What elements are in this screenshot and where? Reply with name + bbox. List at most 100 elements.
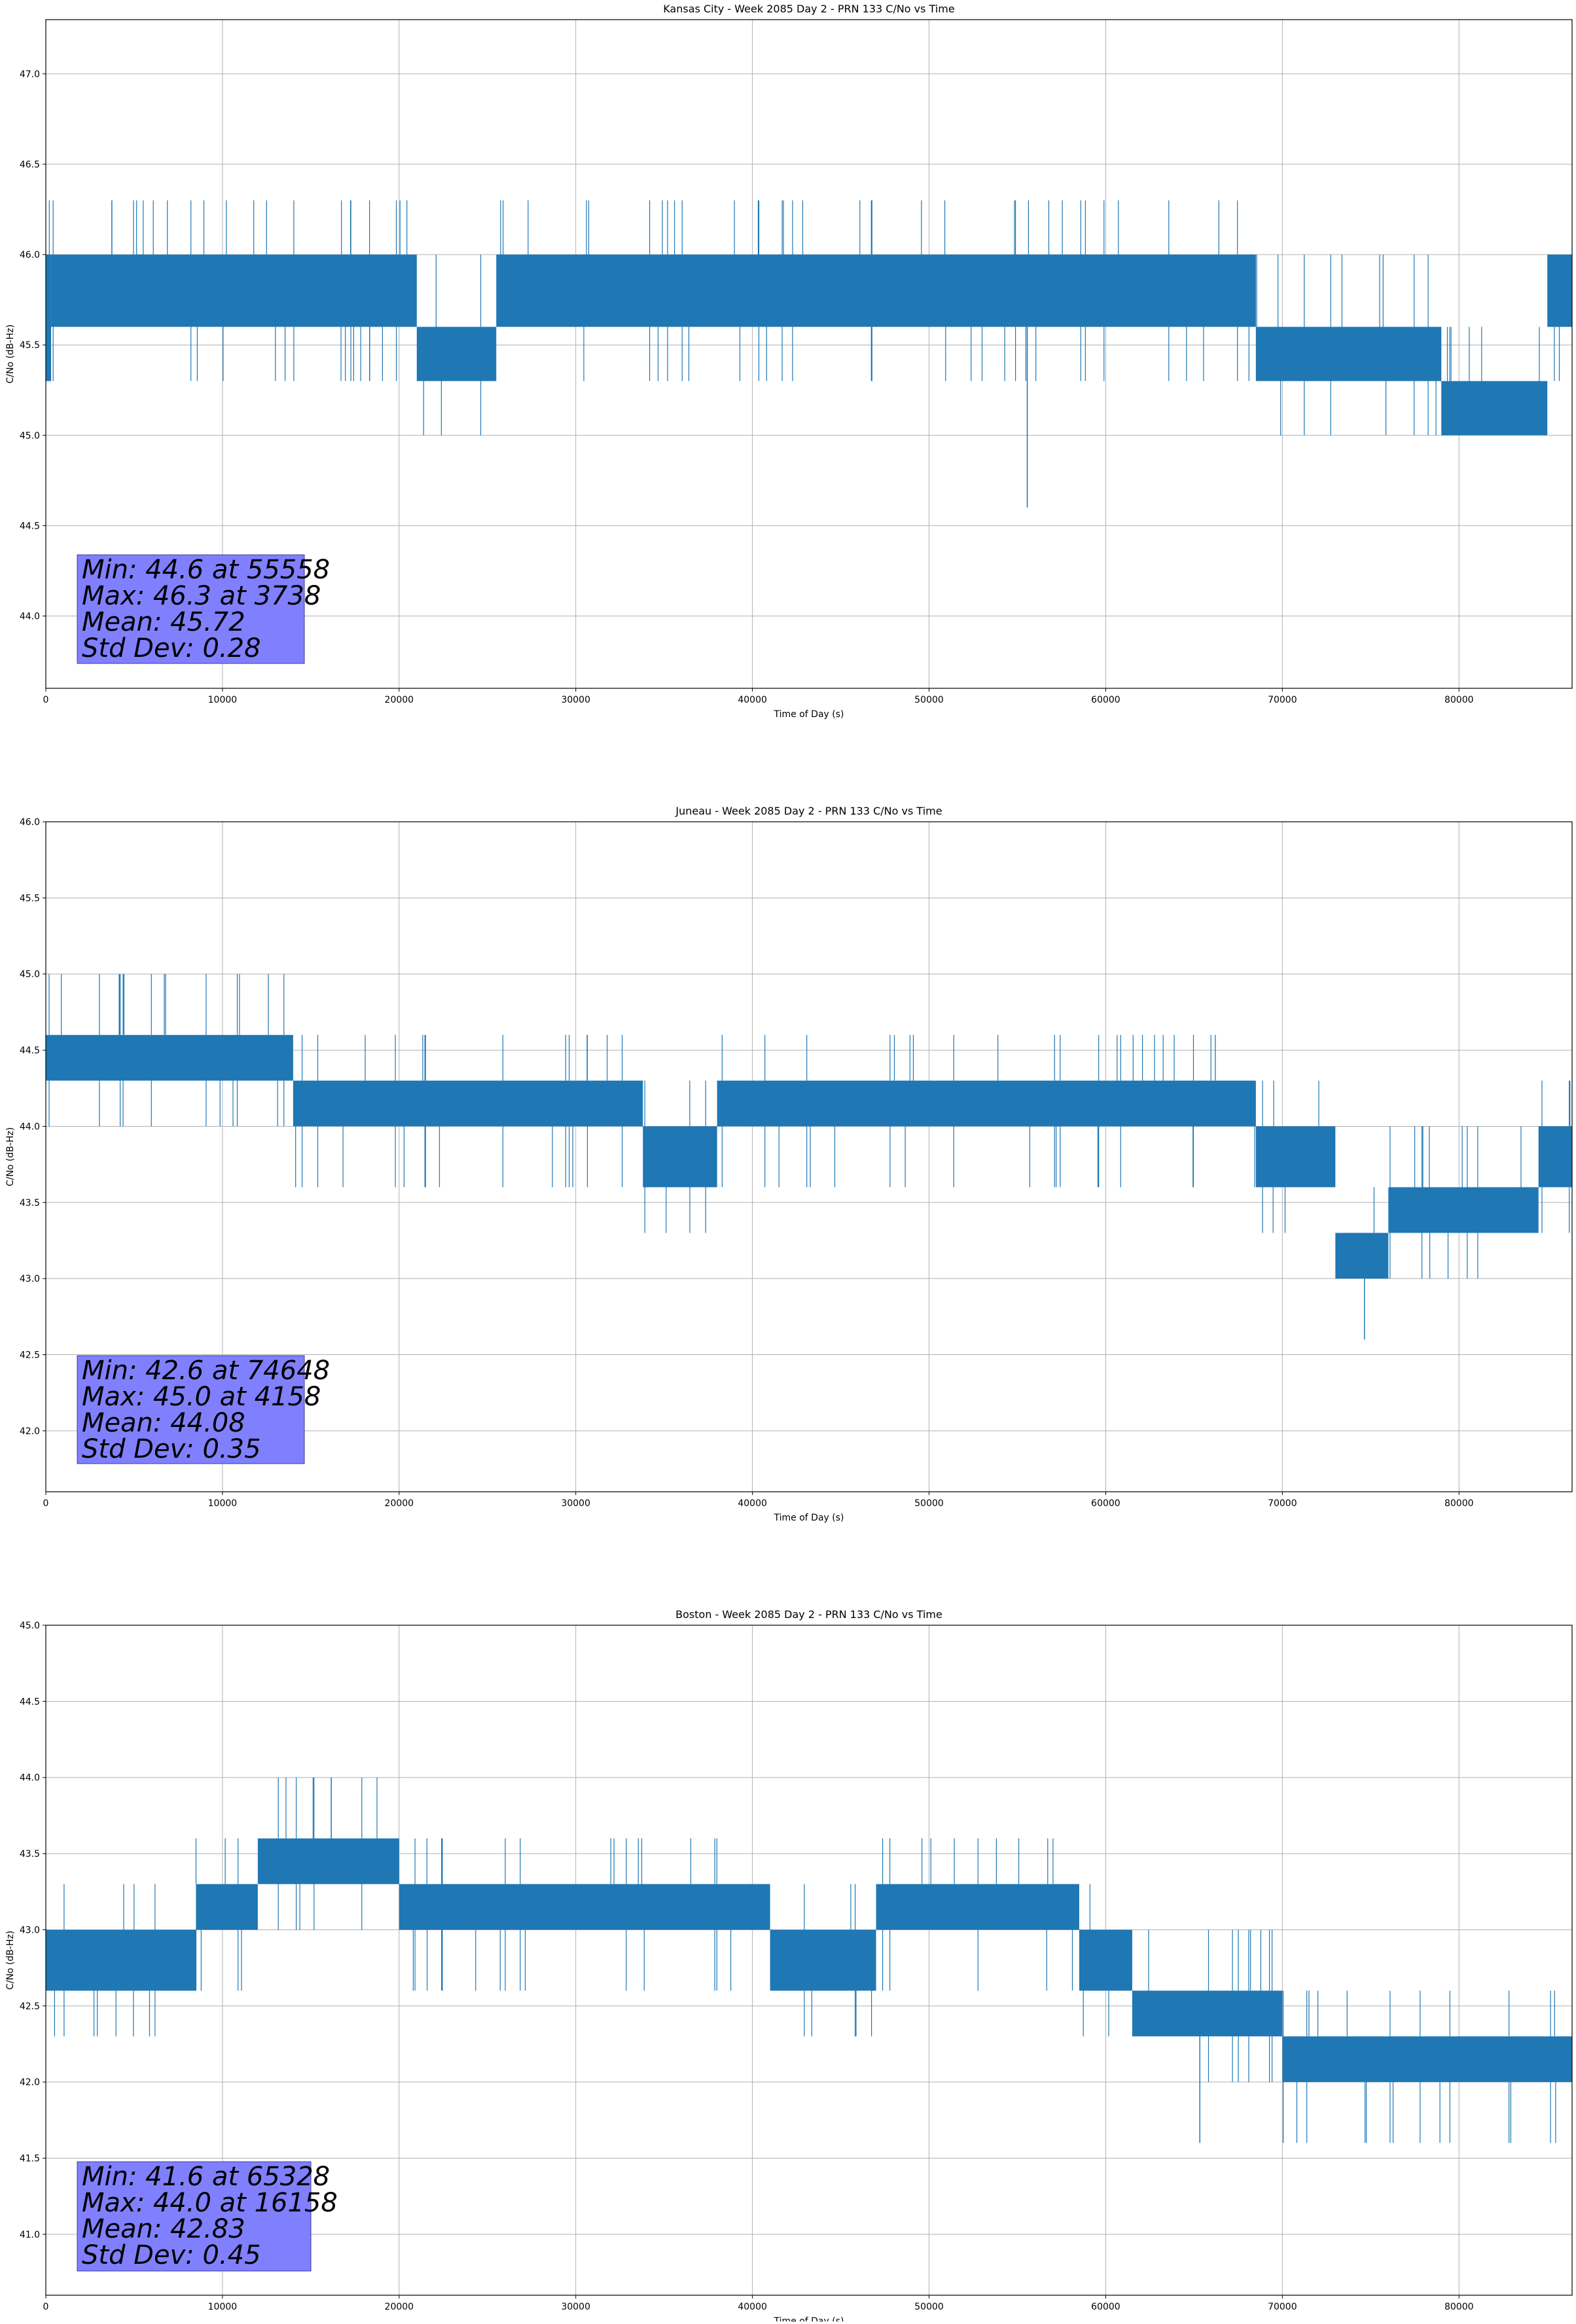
x-tick-label: 20000 xyxy=(385,695,414,705)
axes-frame xyxy=(45,19,1573,689)
x-tick-label: 80000 xyxy=(1444,2302,1474,2312)
data-band xyxy=(1538,1126,1572,1188)
x-tick-label: 10000 xyxy=(208,695,238,705)
chart-title: Kansas City - Week 2085 Day 2 - PRN 133 … xyxy=(663,3,954,15)
x-tick-label: 20000 xyxy=(385,2302,414,2312)
chart-title: Juneau - Week 2085 Day 2 - PRN 133 C/No … xyxy=(675,805,942,817)
stats-min: Min: 42.6 at 74648 xyxy=(82,1356,330,1386)
y-tick-label: 44.0 xyxy=(20,1773,40,1784)
y-tick-label: 44.0 xyxy=(20,612,40,622)
x-tick-label: 40000 xyxy=(738,2302,767,2312)
x-tick-label: 20000 xyxy=(385,1498,414,1509)
y-tick-label: 42.5 xyxy=(20,2001,40,2012)
stats-box xyxy=(77,2161,312,2272)
data-spikes xyxy=(54,1777,1556,2143)
x-tick-label: 10000 xyxy=(208,1498,238,1509)
y-tick-label: 44.0 xyxy=(20,1121,40,1132)
data-band xyxy=(46,1034,293,1081)
y-axis-label: C/No (dB-Hz) xyxy=(5,1931,16,1990)
x-tick-label: 10000 xyxy=(208,2302,238,2312)
y-tick-label: 45.0 xyxy=(20,431,40,441)
data-band xyxy=(770,1929,876,1991)
x-tick-label: 70000 xyxy=(1268,2302,1297,2312)
stats-std: Std Dev: 0.35 xyxy=(82,1434,261,1464)
x-tick-label: 60000 xyxy=(1091,1498,1120,1509)
stats-min: Min: 41.6 at 65328 xyxy=(82,2162,330,2192)
stats-min: Min: 44.6 at 55558 xyxy=(82,555,330,585)
x-tick-label: 50000 xyxy=(914,1498,944,1509)
chart-panel-1: 0 10000 20000 30000 40000 50000 60000 70000 8000… xyxy=(5,3,1573,720)
y-tick-label: 44.5 xyxy=(20,521,40,531)
data-band xyxy=(1255,1126,1336,1188)
data-band xyxy=(1255,326,1442,381)
data-spikes xyxy=(48,974,1571,1279)
data-band xyxy=(399,1884,770,1930)
data-band xyxy=(46,255,52,381)
y-tick-label: 44.5 xyxy=(20,1697,40,1707)
x-tick-label: 50000 xyxy=(914,695,944,705)
x-tick-label: 60000 xyxy=(1091,695,1120,705)
data-band xyxy=(1132,1990,1283,2037)
data-band xyxy=(717,1080,1256,1127)
stats-mean: Mean: 45.72 xyxy=(82,607,245,637)
data-series xyxy=(46,200,1572,508)
y-tick-label: 45.0 xyxy=(20,970,40,980)
y-tick-label: 42.5 xyxy=(20,1350,40,1361)
y-tick-label: 45.0 xyxy=(20,1621,40,1631)
y-tick-label: 43.0 xyxy=(20,1274,40,1284)
x-tick-label: 0 xyxy=(43,695,49,705)
x-axis-label: Time of Day (s) xyxy=(774,1513,844,1523)
data-band xyxy=(1079,1929,1132,1991)
y-tick-label: 41.5 xyxy=(20,2154,40,2164)
data-band xyxy=(496,255,1256,327)
x-tick-label: 40000 xyxy=(738,1498,767,1509)
data-band xyxy=(1441,381,1548,436)
stats-mean: Mean: 42.83 xyxy=(82,2214,245,2244)
axes-frame xyxy=(45,821,1573,1492)
data-band xyxy=(999,1884,1079,1930)
y-axis-label: C/No (dB-Hz) xyxy=(5,325,16,383)
data-series xyxy=(46,974,1572,1340)
x-tick-label: 50000 xyxy=(914,2302,944,2312)
y-tick-label: 43.0 xyxy=(20,1925,40,1935)
x-tick-label: 0 xyxy=(43,1498,49,1509)
chart-title: Boston - Week 2085 Day 2 - PRN 133 C/No … xyxy=(675,1608,942,1621)
axes-frame xyxy=(45,1625,1573,2296)
y-tick-label: 42.0 xyxy=(20,2077,40,2088)
y-tick-label: 47.0 xyxy=(20,69,40,80)
y-tick-label: 46.0 xyxy=(20,250,40,260)
data-band xyxy=(1388,1187,1539,1233)
y-axis-label: C/No (dB-Hz) xyxy=(5,1127,16,1186)
x-tick-label: 30000 xyxy=(561,1498,590,1509)
data-spikes xyxy=(48,200,1560,436)
data-band xyxy=(46,1929,196,1991)
data-band xyxy=(643,1126,717,1188)
y-tick-label: 42.0 xyxy=(20,1426,40,1437)
data-band xyxy=(1547,255,1572,327)
stats-box xyxy=(77,554,305,664)
y-tick-label: 45.5 xyxy=(20,893,40,904)
x-tick-label: 80000 xyxy=(1444,695,1474,705)
y-tick-label: 46.5 xyxy=(20,160,40,170)
data-band xyxy=(196,1884,258,1930)
y-tick-label: 43.5 xyxy=(20,1849,40,1859)
x-tick-label: 0 xyxy=(43,2302,49,2312)
data-series xyxy=(46,1777,1572,2143)
stats-box xyxy=(77,1355,305,1464)
x-tick-label: 40000 xyxy=(738,695,767,705)
x-tick-label: 70000 xyxy=(1268,695,1297,705)
data-band xyxy=(257,1838,399,1884)
data-band xyxy=(876,1884,1000,1930)
data-band xyxy=(1335,1233,1389,1279)
y-tick-label: 46.0 xyxy=(20,817,40,828)
x-axis-label: Time of Day (s) xyxy=(774,709,844,720)
x-tick-label: 30000 xyxy=(561,695,590,705)
x-tick-label: 30000 xyxy=(561,2302,590,2312)
x-axis-label: Time of Day (s) xyxy=(774,2316,844,2321)
chart-panel-2: 0 10000 20000 30000 40000 50000 60000 70000 8000… xyxy=(5,805,1573,1523)
x-tick-label: 80000 xyxy=(1444,1498,1474,1509)
stats-max: Max: 46.3 at 3738 xyxy=(82,581,321,611)
data-band xyxy=(1282,2036,1572,2083)
y-tick-label: 44.5 xyxy=(20,1046,40,1056)
stats-std: Std Dev: 0.45 xyxy=(82,2240,261,2270)
